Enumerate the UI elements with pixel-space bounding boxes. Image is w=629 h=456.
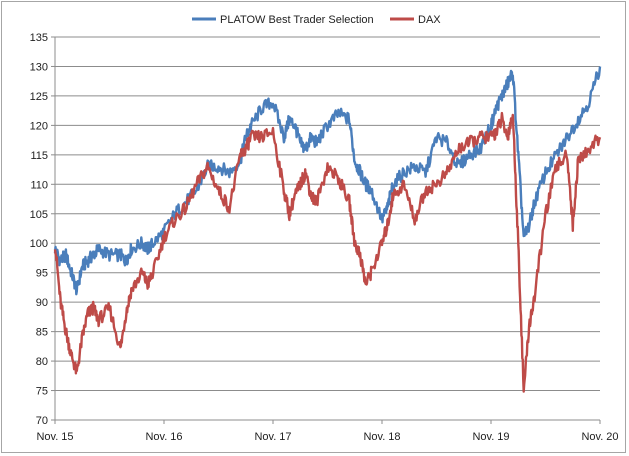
y-tick-label: 115 <box>30 150 48 162</box>
axes <box>51 36 601 424</box>
y-tick-label: 100 <box>30 238 48 250</box>
y-tick-label: 95 <box>36 268 48 280</box>
y-tick-label: 80 <box>36 356 48 368</box>
x-tick-label: Nov. 19 <box>472 431 509 443</box>
x-tick-label: Nov. 16 <box>145 431 182 443</box>
y-tick-label: 135 <box>30 32 48 44</box>
y-tick-label: 120 <box>30 120 48 132</box>
x-tick-labels: Nov. 15 Nov. 16 Nov. 17 Nov. 18 Nov. 19 Nov. … <box>36 431 618 443</box>
y-tick-labels: 70 75 80 85 90 95 100 105 110 115 120 125 130 135 <box>30 32 48 427</box>
legend: PLATOW Best Trader Selection DAX <box>192 14 441 26</box>
x-tick-label: Nov. 18 <box>363 431 400 443</box>
y-tick-label: 75 <box>36 386 48 398</box>
x-tick-label: Nov. 15 <box>36 431 73 443</box>
y-tick-label: 105 <box>30 209 48 221</box>
y-tick-label: 90 <box>36 297 48 309</box>
gridlines <box>55 36 600 421</box>
x-tick-label: Nov. 20 <box>581 431 618 443</box>
series-line-platow <box>53 66 602 296</box>
y-tick-label: 130 <box>30 61 48 73</box>
y-tick-label: 110 <box>30 179 48 191</box>
legend-label: PLATOW Best Trader Selection <box>220 14 374 26</box>
legend-label: DAX <box>418 14 441 26</box>
y-tick-label: 85 <box>36 327 48 339</box>
x-tick-label: Nov. 17 <box>254 431 291 443</box>
y-tick-label: 70 <box>36 415 48 427</box>
y-tick-label: 125 <box>30 91 48 103</box>
series-line-dax <box>53 111 602 393</box>
series-lines <box>53 66 602 393</box>
